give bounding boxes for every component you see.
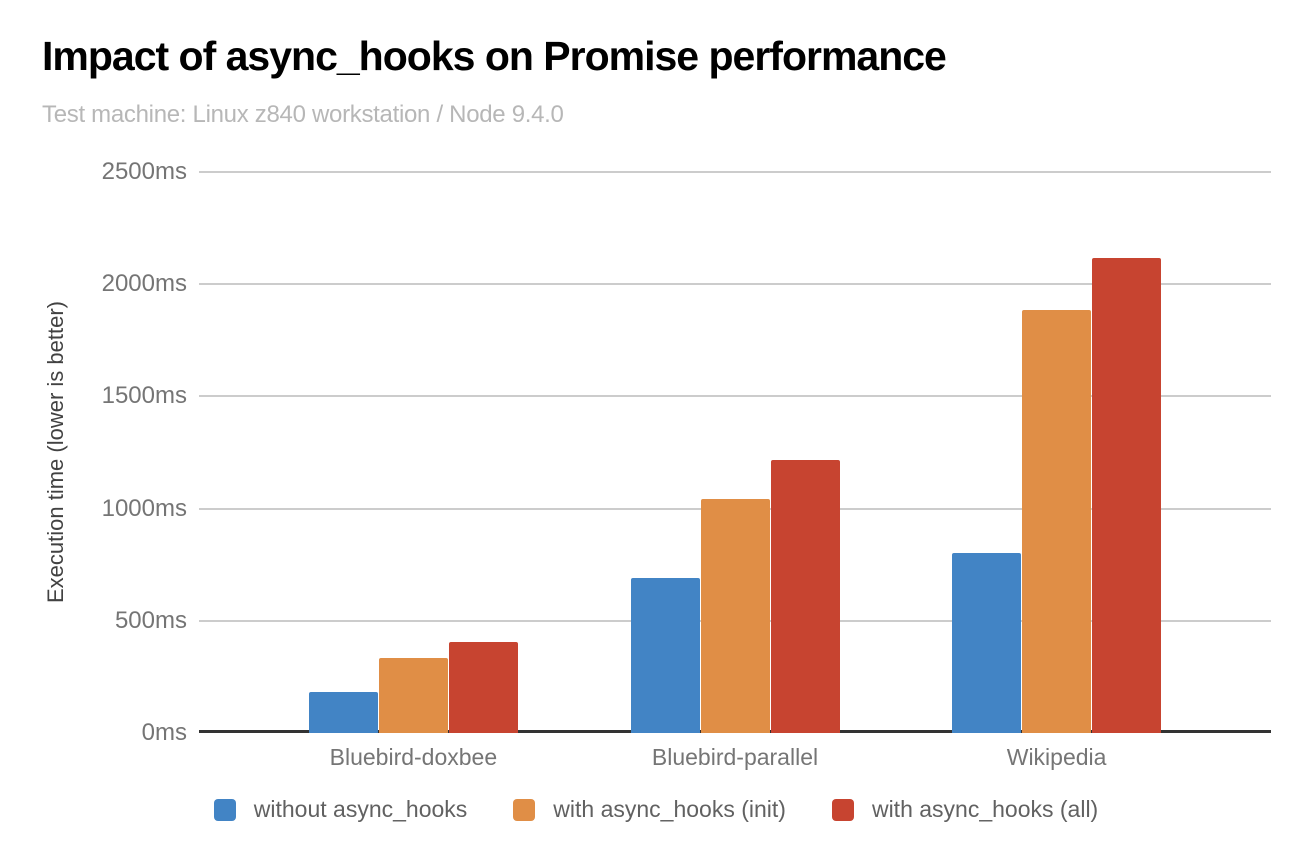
legend-item-with-async-hooks-init-: with async_hooks (init) <box>513 796 786 823</box>
y-tick-label-0: 0ms <box>141 719 187 746</box>
bar-with-async-hooks-init- <box>700 498 770 733</box>
bar-with-async-hooks-all- <box>1092 258 1162 733</box>
y-tick-label-1500: 1500ms <box>101 382 187 410</box>
legend: without async_hooks with async_hooks (ini… <box>0 796 1312 823</box>
legend-swatch-icon <box>831 798 854 821</box>
bar-group-bluebird-parallel <box>630 172 841 733</box>
bar-without-async-hooks <box>630 578 700 733</box>
gridline-2500 <box>199 171 1271 173</box>
legend-item-label: with async_hooks (all) <box>871 796 1099 822</box>
legend-swatch-icon <box>213 798 236 821</box>
bar-with-async-hooks-all- <box>770 460 840 733</box>
chart-title: Impact of async_hooks on Promise perform… <box>42 33 947 79</box>
gridline-2000 <box>199 283 1271 286</box>
bar-group-wikipedia <box>951 172 1162 733</box>
y-tick-label-2500: 2500ms <box>101 158 187 185</box>
plot-area <box>199 171 1271 733</box>
category-label-bluebird-doxbee: Bluebird-doxbee <box>329 744 498 770</box>
legend-swatch-icon <box>513 798 536 821</box>
legend-item-with-async-hooks-all-: with async_hooks (all) <box>831 796 1099 823</box>
y-axis-title: Execution time (lower is better) <box>43 301 68 603</box>
bar-group-bluebird-doxbee <box>308 172 519 733</box>
bar-with-async-hooks-init- <box>378 657 448 733</box>
category-label-bluebird-parallel: Bluebird-parallel <box>651 744 819 770</box>
y-tick-label-500: 500ms <box>114 606 187 634</box>
y-tick-label-2000: 2000ms <box>101 270 187 298</box>
y-tick-label-1000: 1000ms <box>101 494 187 522</box>
category-label-wikipedia: Wikipedia <box>1006 744 1107 770</box>
bar-without-async-hooks <box>308 691 378 733</box>
bar-without-async-hooks <box>952 553 1022 733</box>
legend-item-without-async-hooks: without async_hooks <box>213 796 468 823</box>
bar-with-async-hooks-all- <box>448 642 518 733</box>
chart-subtitle: Test machine: Linux z840 workstation / N… <box>42 101 564 128</box>
legend-item-label: without async_hooks <box>253 796 468 822</box>
bar-with-async-hooks-init- <box>1022 310 1092 733</box>
legend-item-label: with async_hooks (init) <box>553 796 786 822</box>
gridline-1500 <box>199 395 1271 398</box>
